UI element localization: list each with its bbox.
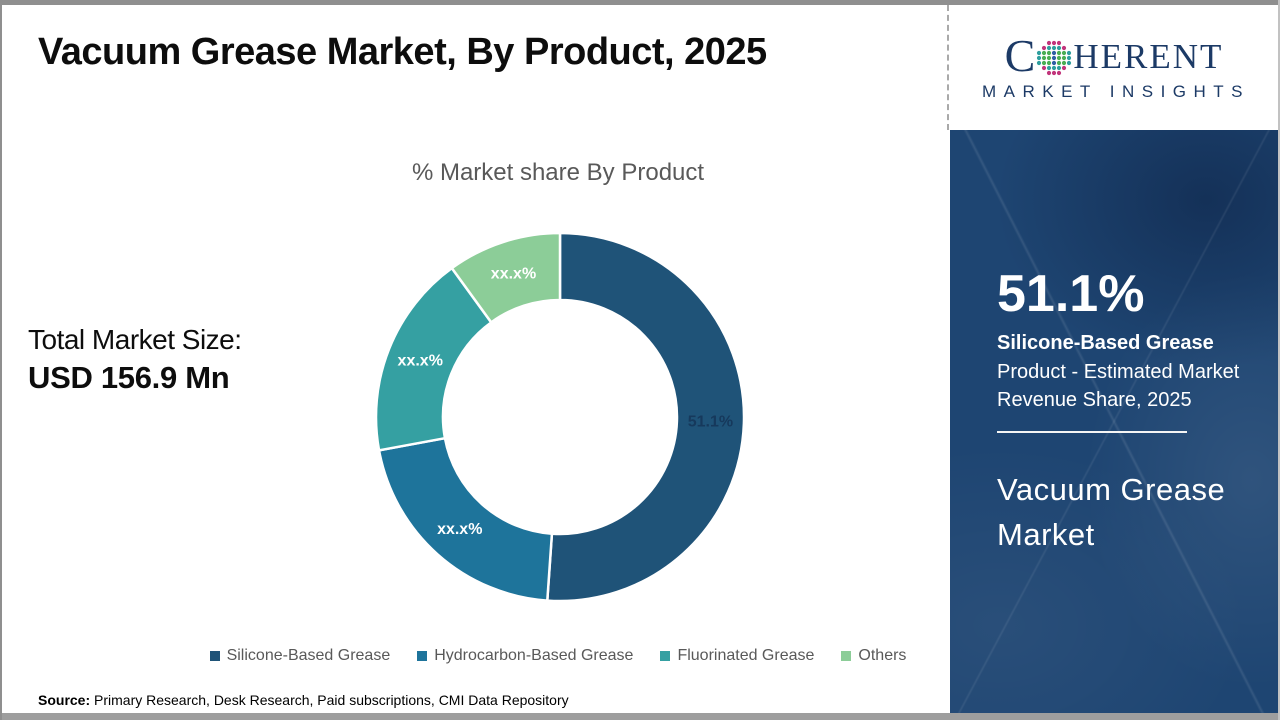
donut-segment — [377, 436, 554, 602]
legend-item: Others — [841, 647, 906, 665]
legend-item: Hydrocarbon-Based Grease — [417, 647, 633, 665]
total-market-size: Total Market Size: USD 156.9 Mn — [28, 322, 242, 398]
legend-marker — [417, 651, 428, 661]
legend-label: Fluorinated Grease — [677, 647, 815, 664]
legend-label: Others — [858, 647, 907, 664]
logo-subtitle: MARKET INSIGHTS — [981, 82, 1251, 101]
legend-marker — [841, 651, 852, 661]
page-border-right — [1278, 0, 1280, 720]
logo-separator-dashed-line — [947, 5, 949, 130]
donut-segment-label: xx.x% — [398, 353, 443, 370]
donut-segment-label: xx.x% — [437, 521, 482, 538]
sidebar-subtitle: Silicone-Based Grease Product - Estimate… — [997, 329, 1249, 415]
legend-label: Silicone-Based Grease — [226, 647, 391, 664]
page-border-top — [0, 0, 1280, 5]
logo-letter-c: C — [1004, 30, 1036, 81]
coherent-logo-globe-icon — [1037, 40, 1072, 76]
sidebar-subtitle-rest: Product - Estimated Market Revenue Share… — [997, 360, 1240, 412]
page-border-left — [0, 0, 2, 720]
legend-marker — [209, 651, 220, 661]
donut-segment — [450, 231, 562, 324]
legend: Silicone-Based Grease Hydrocarbon-Based G… — [98, 647, 1018, 665]
chart-title: % Market share By Product — [411, 159, 705, 186]
sidebar-divider — [997, 430, 1187, 433]
source-note: Source: Primary Research, Desk Research,… — [38, 692, 569, 708]
coherent-logo: C HERENT MARKET INSIGHTS — [950, 5, 1278, 130]
donut-segment — [546, 231, 746, 603]
sidebar-panel-title: Vacuum Grease Market — [997, 471, 1226, 552]
coherent-logo-wordmark: C HERENT — [1005, 33, 1224, 79]
sidebar-headline-value: 51.1% — [997, 265, 1145, 323]
legend-marker — [660, 651, 671, 661]
sidebar-panel: 51.1% Silicone-Based Grease Product - Es… — [950, 130, 1278, 713]
legend-item: Silicone-Based Grease — [209, 647, 391, 665]
logo-letters-herent: HERENT — [1073, 36, 1224, 76]
total-market-size-value: USD 156.9 Mn — [28, 360, 230, 395]
page-border-bottom — [0, 713, 1280, 720]
donut-segment-label: xx.x% — [491, 265, 536, 282]
page-title: Vacuum Grease Market, By Product, 2025 — [38, 31, 767, 73]
legend-label: Hydrocarbon-Based Grease — [434, 647, 634, 664]
sidebar-subtitle-bold: Silicone-Based Grease — [997, 332, 1214, 354]
total-market-size-label: Total Market Size: — [28, 324, 242, 355]
source-text: Primary Research, Desk Research, Paid su… — [94, 692, 569, 708]
donut-segment-label: 51.1% — [688, 414, 733, 431]
legend-item: Fluorinated Grease — [660, 647, 814, 665]
donut-chart: 51.1% xx.x% xx.x% xx.x% — [374, 231, 746, 603]
source-label: Source: — [38, 692, 91, 708]
